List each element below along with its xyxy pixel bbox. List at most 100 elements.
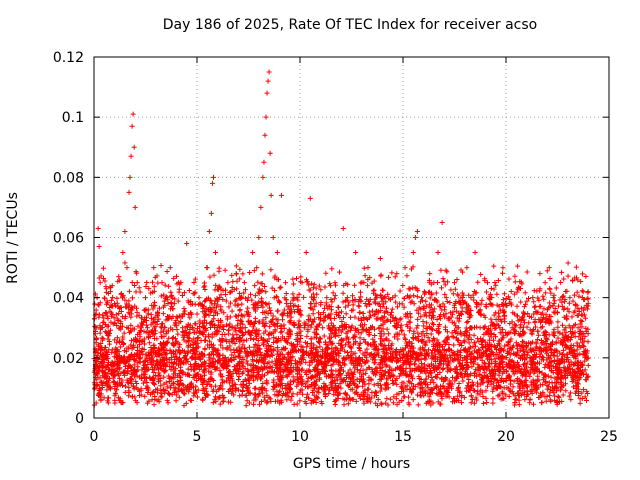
- data-point: [225, 356, 231, 362]
- data-point: [243, 378, 249, 384]
- data-point: [294, 362, 300, 368]
- data-point: [383, 305, 389, 311]
- data-point: [563, 368, 569, 374]
- data-point: [343, 304, 349, 310]
- data-point: [140, 319, 146, 325]
- data-point: [490, 322, 496, 328]
- data-point: [544, 307, 550, 313]
- data-point: [545, 361, 551, 367]
- data-point: [196, 324, 202, 330]
- data-point: [475, 279, 481, 285]
- data-point: [162, 282, 168, 288]
- data-point: [480, 351, 486, 357]
- data-point: [307, 359, 313, 365]
- data-point: [434, 383, 440, 389]
- data-point: [526, 320, 532, 326]
- data-point: [145, 330, 151, 336]
- data-point: [502, 300, 508, 306]
- data-point: [256, 342, 262, 348]
- data-point: [507, 357, 513, 363]
- data-point: [502, 343, 508, 349]
- data-point-cloud: [91, 260, 591, 409]
- data-point: [264, 361, 270, 367]
- data-point: [94, 381, 100, 387]
- data-point: [370, 288, 376, 294]
- data-point: [337, 371, 343, 377]
- data-point: [288, 378, 294, 384]
- data-point: [380, 304, 386, 310]
- data-point: [151, 380, 157, 386]
- data-point: [391, 318, 397, 324]
- data-point: [442, 282, 448, 288]
- data-point: [394, 376, 400, 382]
- data-point: [295, 303, 301, 309]
- data-point: [352, 390, 358, 396]
- data-point: [585, 339, 591, 345]
- data-point: [560, 337, 566, 343]
- data-point: [191, 329, 197, 335]
- data-point: [386, 274, 392, 280]
- data-point: [496, 313, 502, 319]
- data-point: [415, 330, 421, 336]
- data-point: [303, 401, 309, 407]
- data-point: [464, 354, 470, 360]
- data-point: [503, 378, 509, 384]
- data-point: [138, 355, 144, 361]
- data-point: [362, 381, 368, 387]
- data-point: [321, 333, 327, 339]
- data-point: [131, 283, 137, 289]
- data-point: [557, 330, 563, 336]
- data-point: [578, 336, 584, 342]
- data-point: [364, 327, 370, 333]
- data-point: [171, 342, 177, 348]
- data-point: [296, 318, 302, 324]
- data-point: [195, 387, 201, 393]
- data-point: [486, 378, 492, 384]
- data-point: [326, 325, 332, 331]
- data-point: [512, 279, 518, 285]
- data-point: [357, 395, 363, 401]
- data-point: [552, 397, 558, 403]
- data-point: [220, 386, 226, 392]
- data-point: [401, 388, 407, 394]
- data-point: [145, 390, 151, 396]
- data-point: [332, 402, 338, 408]
- data-point: [370, 354, 376, 360]
- data-point: [227, 321, 233, 327]
- data-point: [564, 343, 570, 349]
- data-point: [558, 379, 564, 385]
- data-point: [339, 346, 345, 352]
- data-point: [154, 386, 160, 392]
- data-point: [338, 329, 344, 335]
- data-point: [102, 344, 108, 350]
- data-point: [371, 382, 377, 388]
- data-point: [280, 317, 286, 323]
- data-point: [211, 351, 217, 357]
- data-point: [566, 300, 572, 306]
- data-point: [176, 344, 182, 350]
- data-point: [494, 352, 500, 358]
- data-point: [519, 343, 525, 349]
- data-point: [261, 330, 267, 336]
- data-point: [445, 368, 451, 374]
- data-point: [471, 400, 477, 406]
- data-point: [292, 377, 298, 383]
- data-point: [324, 345, 330, 351]
- data-point: [327, 351, 333, 357]
- data-point: [465, 371, 471, 377]
- data-point: [407, 365, 413, 371]
- data-point: [220, 296, 226, 302]
- data-point: [546, 332, 552, 338]
- data-point: [288, 303, 294, 309]
- data-point: [465, 319, 471, 325]
- data-point: [507, 297, 513, 303]
- data-point: [99, 384, 105, 390]
- data-point: [337, 269, 343, 275]
- data-point: [361, 315, 367, 321]
- data-point: [274, 276, 280, 282]
- data-point: [416, 305, 422, 311]
- data-point: [539, 318, 545, 324]
- data-point: [170, 380, 176, 386]
- data-point: [368, 342, 374, 348]
- data-point: [366, 309, 372, 315]
